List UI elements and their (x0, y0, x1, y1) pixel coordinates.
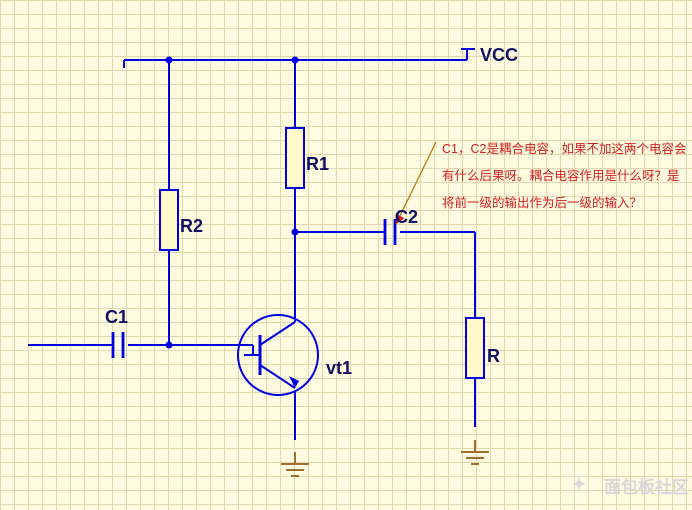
watermark-logo-icon: ✦ (564, 470, 594, 500)
label-r: R (487, 346, 500, 367)
label-c1: C1 (105, 307, 128, 328)
label-r1: R1 (306, 154, 329, 175)
label-r2: R2 (180, 216, 203, 237)
annotation-line-2: 有什么后果呀。耦合电容作用是什么呀？是 (442, 165, 680, 184)
label-vcc: VCC (480, 45, 518, 66)
annotation-line-3: 将前一级的输出作为后一级的输入？ (442, 192, 642, 211)
circuit-schematic (0, 0, 692, 510)
watermark-text: 面包板社区 (604, 473, 689, 498)
label-c2: C2 (395, 207, 418, 228)
watermark: ✦ 面包板社区 (564, 470, 689, 500)
label-vt1: vt1 (326, 358, 352, 379)
annotation-line-1: C1，C2是耦合电容，如果不加这两个电容会 (442, 138, 686, 157)
